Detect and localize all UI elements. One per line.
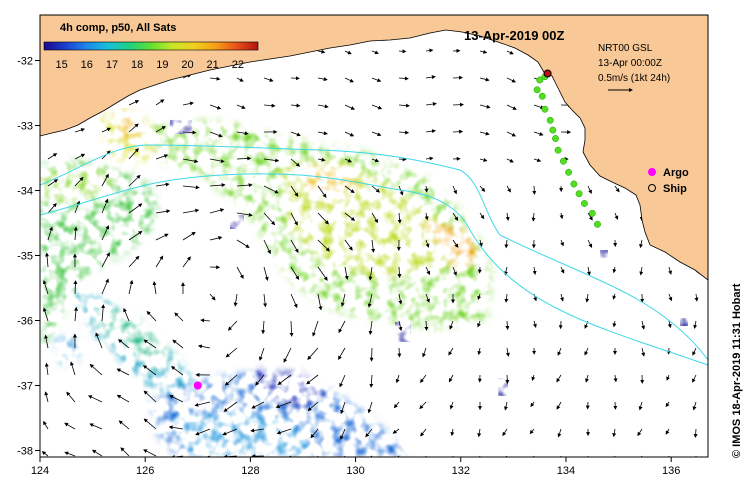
y-tick-label: -38	[17, 446, 33, 458]
y-tick-label: -37	[17, 381, 33, 393]
colorbar-tick-label: 18	[131, 59, 143, 71]
product-line: NRT00 GSL	[598, 43, 653, 54]
current-arrow	[372, 348, 373, 361]
current-arrow	[507, 375, 508, 383]
colorbar-tick-label: 19	[156, 59, 168, 71]
ship-track-point	[550, 127, 556, 133]
y-tick-label: -32	[17, 56, 33, 68]
x-tick-label: 126	[136, 465, 154, 477]
argo-legend-label: Argo	[663, 167, 689, 179]
current-arrow	[399, 51, 406, 52]
colorbar-title: 4h comp, p50, All Sats	[60, 22, 176, 34]
y-tick-label: -34	[17, 186, 33, 198]
argo-float-marker	[194, 382, 201, 389]
current-arrow	[453, 132, 462, 133]
ship-track-point	[539, 93, 545, 99]
ship-position-marker	[544, 70, 551, 77]
ship-legend-label: Ship	[663, 183, 687, 195]
current-arrow	[453, 105, 463, 106]
ship-track-point	[589, 210, 595, 216]
velocity-scale-label: 0.5m/s (1kt 24h)	[598, 73, 670, 84]
ship-track-point	[594, 221, 600, 227]
ship-track-point	[537, 77, 543, 83]
colorbar-tick-label: 22	[232, 59, 244, 71]
y-tick-label: -35	[17, 251, 33, 263]
current-arrow	[615, 402, 616, 409]
colorbar-tick-label: 15	[55, 59, 67, 71]
x-tick-label: 136	[662, 465, 680, 477]
argo-legend-marker	[649, 169, 656, 176]
colorbar-tick-label: 16	[81, 59, 93, 71]
credit-text: © IMOS 18-Apr-2019 11:31 Hobart	[731, 283, 743, 458]
x-tick-label: 128	[241, 465, 259, 477]
current-arrow	[399, 348, 400, 357]
ship-track-point	[552, 135, 558, 141]
x-tick-label: 134	[557, 465, 575, 477]
colorbar-tick-label: 17	[106, 59, 118, 71]
x-tick-label: 124	[31, 465, 49, 477]
ship-track-point	[542, 106, 548, 112]
current-arrow	[534, 186, 535, 194]
x-axis: 124 126 128 130 132 134 136	[31, 457, 681, 477]
ship-track-point	[555, 147, 561, 153]
colorbar-tick-label: 21	[207, 59, 219, 71]
y-tick-label: -33	[17, 121, 33, 133]
ship-track-point	[571, 181, 577, 187]
ship-track-point	[547, 117, 553, 123]
y-axis: -32 -33 -34 -35 -36 -37 -38	[17, 56, 40, 458]
colorbar-bar	[44, 42, 258, 50]
current-arrow	[399, 159, 406, 160]
ship-track-point	[560, 158, 566, 164]
x-tick-label: 130	[346, 465, 364, 477]
map-date: 13-Apr-2019 00Z	[464, 28, 564, 43]
ship-track-point	[576, 191, 582, 197]
valid-time: 13-Apr 00:00Z	[598, 58, 662, 69]
argo-floats	[194, 382, 201, 389]
colorbar-tick-label: 20	[181, 59, 193, 71]
ship-track-point	[534, 87, 540, 93]
ship-track-point	[581, 200, 587, 206]
y-tick-label: -36	[17, 316, 33, 328]
ship-track-point	[565, 169, 571, 175]
x-tick-label: 132	[452, 465, 470, 477]
